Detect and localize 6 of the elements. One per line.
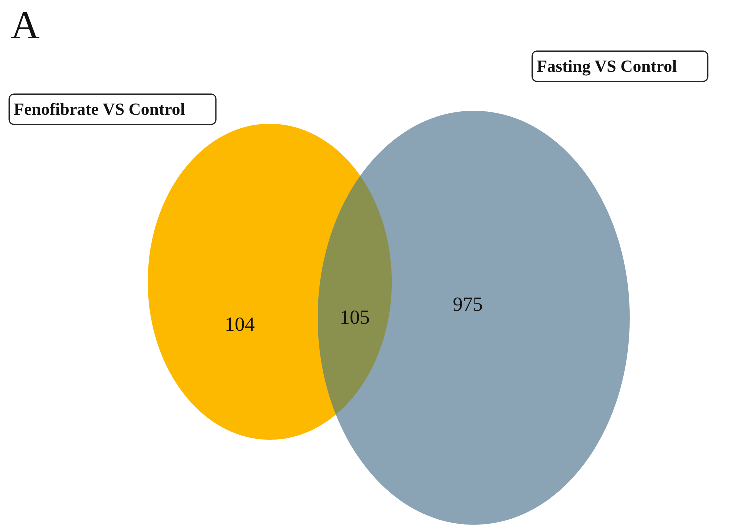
data-label: 105 (340, 307, 370, 329)
text: Fenofibrate VS Control (14, 100, 186, 119)
data-label: 975 (453, 294, 483, 316)
text: A (11, 2, 40, 48)
text: Fasting VS Control (537, 57, 678, 76)
data-label: 104 (225, 314, 255, 336)
